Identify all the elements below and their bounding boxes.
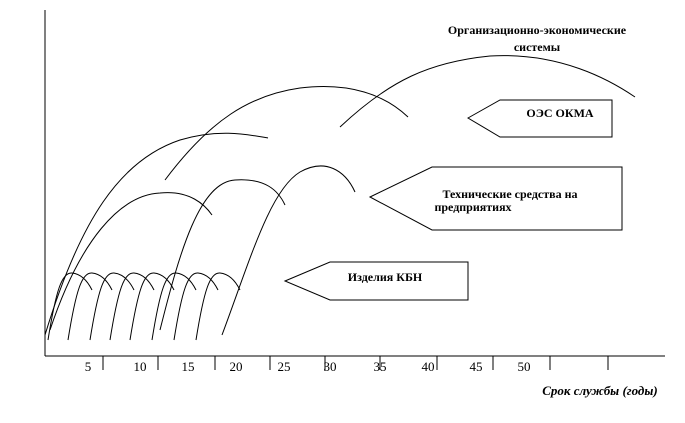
curve [44,132,269,336]
x-tick-label: 45 [470,359,483,374]
x-tick-label: 30 [324,359,337,374]
x-tick-label: 25 [278,359,291,374]
curve [221,165,356,336]
x-tick-label: 35 [374,359,387,374]
x-tick-label: 20 [230,359,243,374]
arrow-box [283,261,469,301]
small-curve [151,272,197,341]
x-tick-label: 40 [422,359,435,374]
small-curves [47,272,241,341]
curve [49,192,213,331]
small-curve [67,272,113,341]
box-label: Технические средства на [442,187,577,201]
x-tick-label: 50 [518,359,531,374]
arrow-box [368,166,623,231]
small-curve [173,272,219,341]
box-label: ОЭС ОКМА [526,106,594,120]
small-curve [129,272,175,341]
box-label: предприятиях [434,200,511,214]
arrow-box [467,99,613,138]
box-label: Изделия КБН [348,270,423,284]
title-line: системы [514,40,561,54]
title-line: Организационно-экономические [448,23,627,37]
curve [164,86,409,181]
axis-label: Срок службы (годы) [542,383,657,398]
small-curve [195,272,241,341]
x-tick-label: 10 [134,359,147,374]
small-curve [89,272,135,341]
x-tick-label: 15 [182,359,195,374]
small-curve [109,272,155,341]
curve [339,55,636,128]
small-curve [47,272,93,341]
x-tick-label: 5 [85,359,92,374]
curve [159,179,286,331]
